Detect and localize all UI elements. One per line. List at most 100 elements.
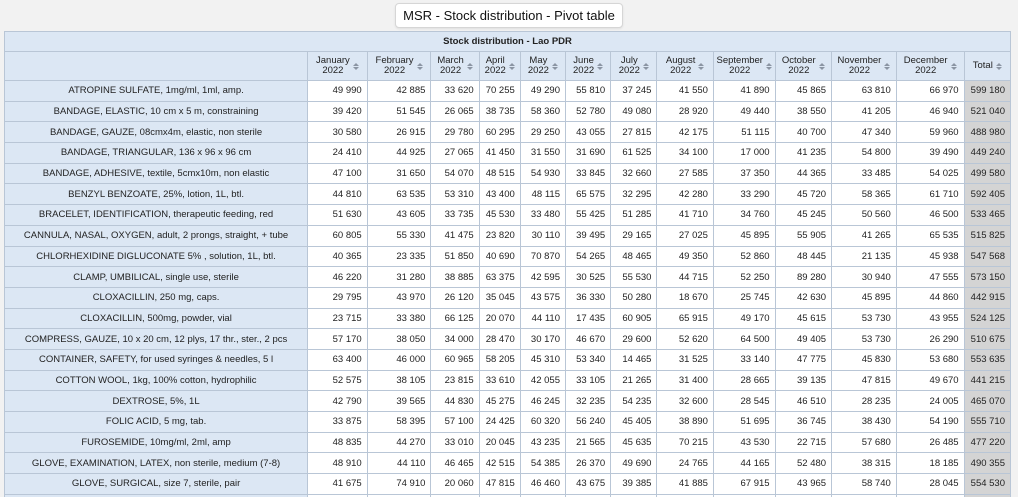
column-month: November (837, 55, 882, 66)
table-cell: 46 000 (366, 348, 432, 371)
row-label: BRACELET, IDENTIFICATION, therapeutic fe… (3, 204, 309, 226)
table-cell: 44 110 (519, 307, 566, 330)
sort-icon[interactable] (950, 62, 957, 70)
table-row: FOLIC ACID, 5 mg, tab. 33 875 58 395 57 100… (3, 411, 1012, 433)
column-year: 2022 (729, 65, 751, 76)
column-header-june[interactable]: June 2022 (564, 51, 612, 81)
table-cell: 50 560 (831, 204, 897, 226)
table-cell: 46 940 (895, 100, 965, 123)
table-cell: 46 500 (895, 204, 965, 226)
table-cell: 42 595 (519, 266, 566, 288)
table-cell: 41 475 (430, 224, 480, 247)
table-cell: 20 045 (478, 431, 521, 454)
table-cell: 38 885 (430, 266, 480, 288)
sort-icon[interactable] (765, 62, 772, 70)
sort-icon[interactable] (698, 62, 705, 70)
table-cell: 43 675 (564, 473, 612, 495)
table-cell: 28 235 (831, 390, 897, 412)
row-total-cell: 449 240 (963, 142, 1012, 164)
table-cell: 23 335 (366, 245, 432, 268)
table-cell: 30 580 (307, 121, 368, 144)
table-cell: 32 295 (610, 183, 658, 206)
column-header-january[interactable]: January 2022 (307, 51, 368, 81)
table-cell: 36 330 (564, 286, 612, 309)
row-label: CLOXACILLIN, 500mg, powder, vial (3, 307, 309, 330)
row-total-cell: 554 530 (963, 473, 1012, 495)
column-header-label: Total (972, 60, 993, 71)
table-cell: 46 220 (307, 266, 368, 288)
table-row: GLOVE, EXAMINATION, LATEX, non sterile, … (3, 452, 1012, 475)
table-cell: 23 715 (307, 307, 368, 330)
row-label: CLOXACILLIN, 250 mg, caps. (3, 286, 309, 309)
sort-icon[interactable] (508, 62, 515, 70)
column-header-march[interactable]: March 2022 (430, 51, 480, 81)
column-header-february[interactable]: February 2022 (366, 51, 432, 81)
table-cell (430, 493, 480, 497)
column-header-july[interactable]: July 2022 (610, 51, 658, 81)
table-cell: 26 120 (430, 286, 480, 309)
column-month: July (620, 55, 638, 66)
column-header-total[interactable]: Total (963, 51, 1012, 81)
table-cell: 54 930 (519, 162, 566, 185)
table-cell: 29 600 (610, 328, 658, 350)
table-row: COTTON WOOL, 1kg, 100% cotton, hydrophil… (3, 369, 1012, 392)
table-cell: 42 280 (656, 183, 714, 206)
table-cell: 33 290 (712, 183, 776, 206)
row-total-cell: 547 568 (963, 245, 1012, 268)
table-cell: 52 250 (712, 266, 776, 288)
table-cell: 20 060 (430, 473, 480, 495)
table-cell: 58 395 (366, 411, 432, 433)
table-cell: 45 895 (831, 286, 897, 309)
table-cell: 44 110 (366, 452, 432, 475)
table-cell: 39 385 (610, 473, 658, 495)
column-header-label: June 2022 (573, 56, 594, 76)
sort-icon[interactable] (597, 62, 604, 70)
column-header-april[interactable]: April 2022 (478, 51, 521, 81)
row-label: BANDAGE, GAUZE, 08cmx4m, elastic, non st… (3, 121, 309, 144)
column-header-september[interactable]: September 2022 (712, 51, 776, 81)
table-cell: 43 605 (366, 204, 432, 226)
row-label: GLOVE, EXAMINATION, LATEX, non sterile, … (3, 452, 309, 475)
column-month: August (665, 55, 696, 66)
table-cell: 48 115 (519, 183, 566, 206)
sort-icon[interactable] (818, 62, 825, 70)
column-header-august[interactable]: August 2022 (656, 51, 714, 81)
row-label: BANDAGE, ELASTIC, 10 cm x 5 m, constrain… (3, 100, 309, 123)
sort-icon[interactable] (352, 62, 359, 70)
table-cell (519, 493, 566, 497)
table-cell: 63 810 (831, 80, 897, 102)
table-cell: 58 205 (478, 348, 521, 371)
table-cell: 52 575 (307, 369, 368, 392)
row-label: BANDAGE, TRIANGULAR, 136 x 96 x 96 cm (3, 142, 309, 164)
row-total-cell: 499 580 (963, 162, 1012, 185)
table-row: CLOXACILLIN, 250 mg, caps. 29 795 43 970 26… (3, 286, 1012, 309)
sort-icon[interactable] (995, 62, 1002, 70)
column-header-october[interactable]: October 2022 (774, 51, 833, 81)
table-cell: 43 970 (366, 286, 432, 309)
column-year: 2022 (439, 65, 462, 76)
column-year: 2022 (383, 65, 406, 76)
table-cell: 29 250 (519, 121, 566, 144)
table-row: CONTAINER, SAFETY, for used syringes & n… (3, 348, 1012, 371)
table-cell: 20 070 (478, 307, 521, 330)
table-cell: 14 465 (610, 348, 658, 371)
sort-icon[interactable] (416, 62, 423, 70)
table-cell: 42 630 (774, 286, 833, 309)
table-cell: 40 700 (774, 121, 833, 144)
column-header-december[interactable]: December 2022 (895, 51, 965, 81)
sort-icon[interactable] (642, 62, 649, 70)
table-cell: 33 610 (478, 369, 521, 392)
table-cell: 21 265 (610, 369, 658, 392)
table-cell: 60 320 (519, 411, 566, 433)
table-cell: 39 420 (307, 100, 368, 123)
table-cell: 18 670 (656, 286, 714, 309)
table-cell: 55 810 (564, 80, 612, 102)
column-header-may[interactable]: May 2022 (519, 51, 566, 81)
table-cell: 46 245 (519, 390, 566, 412)
table-cell: 39 135 (774, 369, 833, 392)
sort-icon[interactable] (466, 62, 473, 70)
sort-icon[interactable] (551, 62, 558, 70)
table-cell: 23 820 (478, 224, 521, 247)
column-header-november[interactable]: November 2022 (831, 51, 897, 81)
sort-icon[interactable] (884, 62, 891, 70)
